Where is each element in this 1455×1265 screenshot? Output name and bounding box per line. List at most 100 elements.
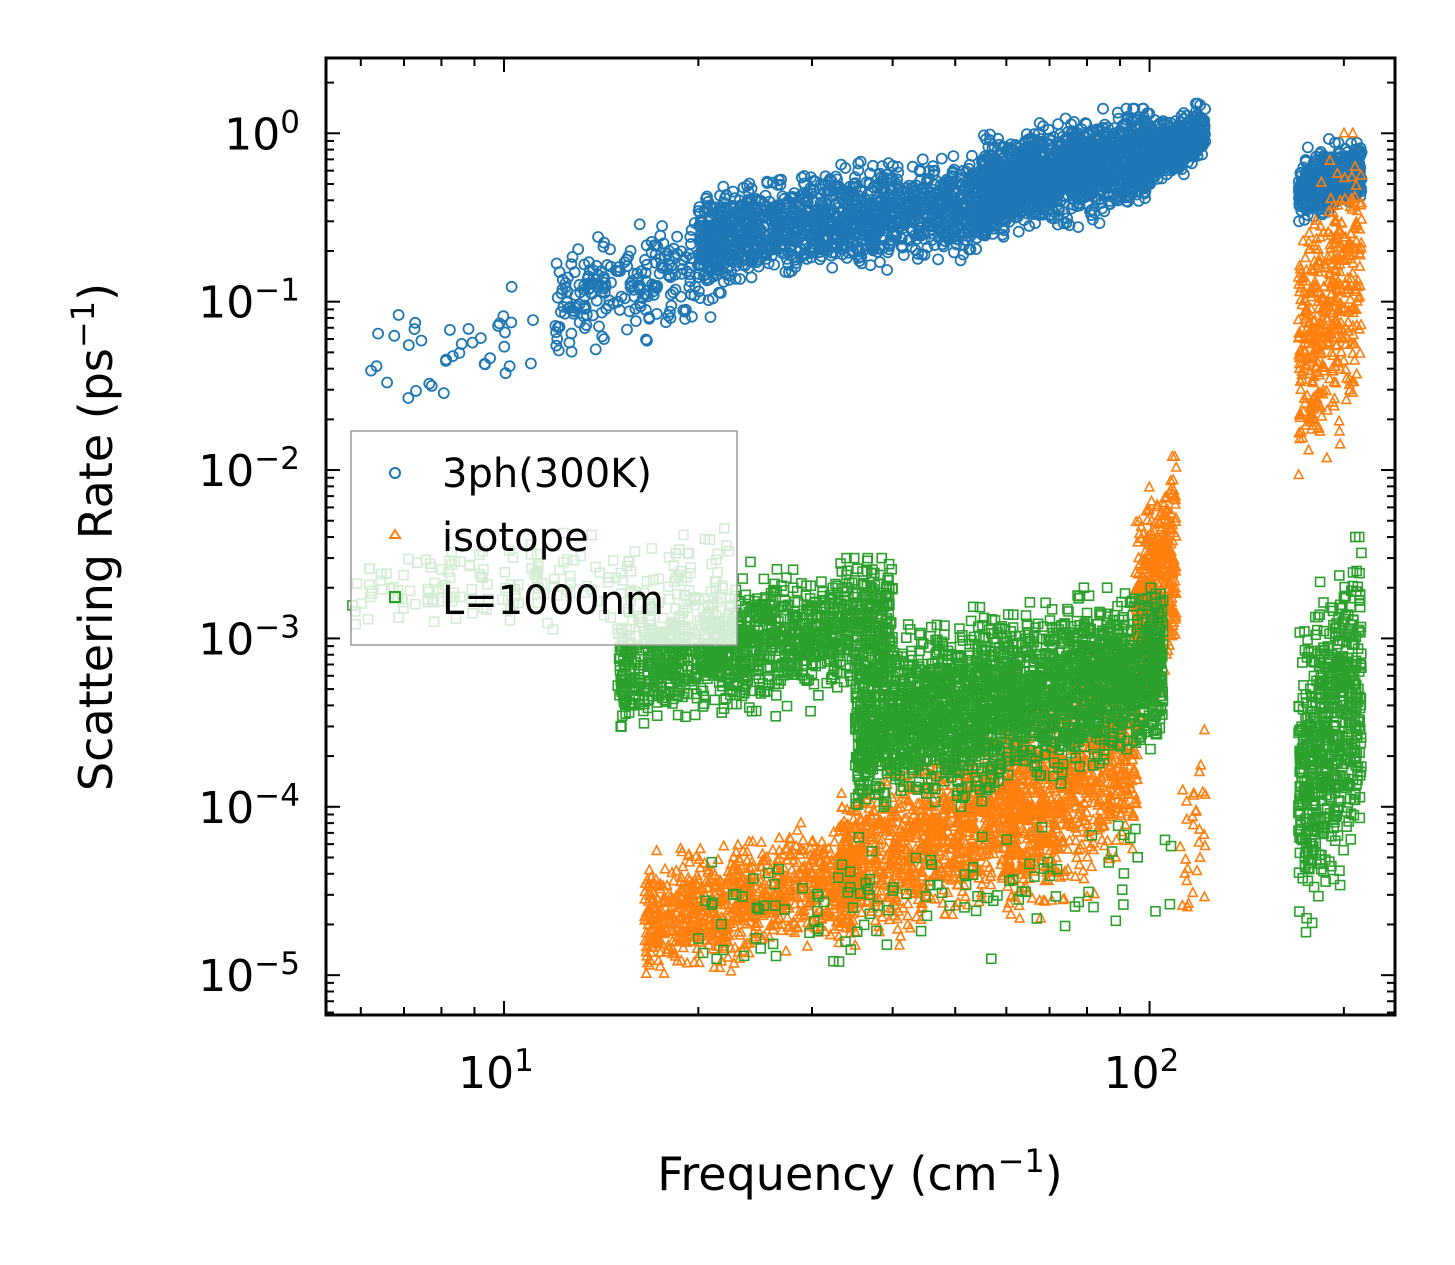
data-point-circle bbox=[462, 322, 475, 335]
data-point-circle bbox=[713, 286, 725, 299]
data-point-circle bbox=[580, 319, 593, 332]
data-point-circle bbox=[410, 384, 422, 397]
data-point-circle bbox=[392, 309, 405, 321]
data-point-circle bbox=[614, 265, 626, 277]
data-point-circle bbox=[675, 267, 688, 280]
data-point-circle bbox=[664, 305, 676, 318]
data-point-circle bbox=[453, 347, 466, 359]
data-point-circle bbox=[621, 323, 633, 336]
data-points bbox=[347, 97, 1368, 979]
data-point-circle bbox=[966, 149, 978, 162]
data-point-circle bbox=[550, 257, 563, 270]
data-point-circle bbox=[686, 310, 698, 323]
data-point-circle bbox=[656, 261, 669, 274]
data-point-circle bbox=[381, 376, 394, 389]
data-point-circle bbox=[630, 315, 642, 328]
data-point-circle bbox=[590, 259, 603, 272]
data-point-circle bbox=[664, 312, 677, 325]
data-point-circle bbox=[443, 323, 456, 336]
data-point-circle bbox=[636, 292, 649, 305]
data-point-circle bbox=[916, 153, 929, 166]
data-point-circle bbox=[388, 329, 401, 342]
data-point-circle bbox=[665, 299, 678, 312]
data-point-circle bbox=[626, 275, 639, 287]
data-point-triangle bbox=[643, 863, 656, 875]
data-point-circle bbox=[597, 282, 610, 295]
data-point-circle bbox=[446, 350, 459, 363]
data-point-circle bbox=[640, 258, 653, 271]
data-point-circle bbox=[675, 290, 687, 303]
data-point-triangle bbox=[727, 850, 740, 862]
data-point-circle bbox=[598, 333, 610, 346]
data-point-circle bbox=[551, 332, 564, 345]
data-point-triangle bbox=[732, 838, 744, 850]
data-point-circle bbox=[562, 302, 575, 315]
data-point-circle bbox=[677, 304, 690, 317]
data-point-circle bbox=[1301, 141, 1314, 154]
data-point-circle bbox=[618, 292, 631, 305]
data-point-circle bbox=[651, 240, 664, 253]
data-point-circle bbox=[629, 302, 642, 315]
data-point-circle bbox=[474, 332, 487, 345]
data-point-circle bbox=[579, 290, 591, 303]
data-point-triangle bbox=[797, 833, 809, 845]
data-point-circle bbox=[597, 240, 610, 253]
data-point-circle bbox=[596, 330, 609, 343]
data-point-triangle bbox=[795, 816, 807, 828]
data-point-circle bbox=[402, 339, 415, 352]
data-point-circle bbox=[573, 278, 586, 291]
data-point-circle bbox=[671, 230, 683, 243]
data-point-circle bbox=[584, 277, 597, 290]
data-point-triangle bbox=[780, 944, 792, 956]
data-point-circle bbox=[684, 230, 697, 243]
data-point-circle bbox=[624, 244, 637, 257]
data-point-circle bbox=[559, 281, 572, 294]
data-point-circle bbox=[727, 185, 739, 198]
data-point-circle bbox=[492, 319, 505, 332]
data-point-circle bbox=[551, 291, 564, 304]
data-point-circle bbox=[826, 261, 839, 274]
data-point-circle bbox=[1111, 106, 1124, 119]
data-point-circle bbox=[409, 316, 422, 329]
data-point-triangle bbox=[755, 835, 768, 847]
data-point-circle bbox=[604, 243, 616, 256]
data-point-circle bbox=[437, 387, 450, 400]
data-point-circle bbox=[611, 295, 624, 308]
data-point-triangle bbox=[816, 835, 828, 847]
data-point-circle bbox=[675, 259, 688, 271]
data-point-circle bbox=[525, 357, 537, 370]
data-point-circle bbox=[649, 248, 662, 261]
data-point-triangle bbox=[766, 843, 779, 855]
data-point-circle bbox=[881, 264, 893, 276]
data-point-circle bbox=[679, 305, 691, 318]
data-point-circle bbox=[589, 343, 602, 356]
data-point-circle bbox=[669, 268, 682, 281]
data-point-circle bbox=[643, 311, 655, 324]
data-point-circle bbox=[656, 220, 668, 232]
data-point-circle bbox=[702, 294, 715, 307]
data-point-triangle bbox=[773, 831, 786, 843]
data-point-circle bbox=[745, 271, 758, 284]
data-point-circle bbox=[505, 280, 518, 293]
data-point-circle bbox=[648, 279, 660, 292]
data-point-circle bbox=[1097, 102, 1109, 115]
data-point-circle bbox=[628, 283, 640, 296]
data-point-circle bbox=[527, 314, 539, 327]
data-point-circle bbox=[556, 273, 569, 286]
data-point-circle bbox=[610, 264, 623, 277]
data-point-circle bbox=[947, 150, 960, 163]
data-point-circle bbox=[623, 305, 636, 318]
data-point-circle bbox=[932, 253, 944, 266]
data-point-triangle bbox=[688, 955, 701, 967]
data-point-circle bbox=[633, 218, 646, 231]
data-point-circle bbox=[498, 340, 511, 353]
data-point-circle bbox=[1052, 118, 1064, 130]
data-point-circle bbox=[572, 243, 585, 256]
data-point-circle bbox=[559, 277, 572, 289]
series-circle bbox=[365, 97, 1368, 404]
data-point-circle bbox=[641, 334, 653, 347]
data-point-circle bbox=[423, 377, 436, 390]
data-point-circle bbox=[906, 160, 919, 173]
data-point-circle bbox=[912, 247, 924, 260]
data-point-circle bbox=[479, 358, 492, 371]
